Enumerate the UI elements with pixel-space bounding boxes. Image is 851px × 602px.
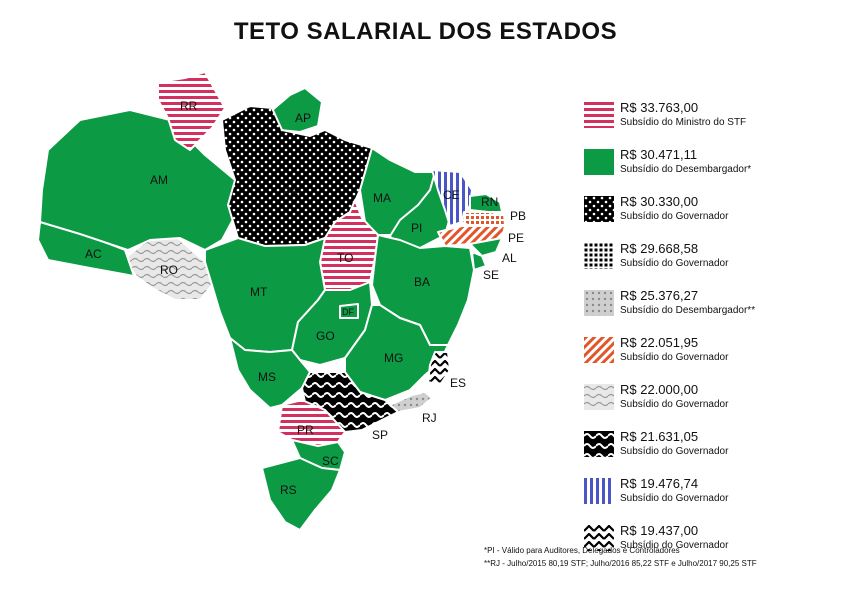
- state-rn: [469, 193, 503, 213]
- legend-desc: Subsídio do Governador: [620, 352, 729, 363]
- legend-item: R$ 33.763,00 Subsídio do Ministro do STF: [584, 100, 844, 147]
- state-label-al: AL: [502, 251, 517, 265]
- legend-desc: Subsídio do Governador: [620, 211, 729, 222]
- state-label-se: SE: [483, 268, 499, 282]
- state-label-mg: MG: [384, 351, 403, 365]
- legend-desc: Subsídio do Governador: [620, 540, 729, 551]
- state-label-rj: RJ: [422, 411, 437, 425]
- legend-item: R$ 29.668,58 Subsídio do Governador: [584, 241, 844, 288]
- footnote: **RJ - Julho/2015 80,19 STF; Julho/2016 …: [484, 559, 757, 568]
- legend-swatch: [584, 478, 614, 504]
- legend-swatch: [584, 431, 614, 457]
- legend-swatch: [584, 337, 614, 363]
- legend-value: R$ 22.000,00: [620, 382, 699, 397]
- state-rs: [261, 457, 341, 531]
- legend-value: R$ 25.376,27: [620, 288, 699, 303]
- state-label-ma: MA: [373, 191, 391, 205]
- legend-value: R$ 30.330,00: [620, 194, 699, 209]
- map-title: TETO SALARIAL DOS ESTADOS: [233, 18, 618, 45]
- footnotes: *PI - Válido para Auditores, Delegados e…: [484, 544, 757, 570]
- state-label-to: TO: [337, 251, 353, 265]
- legend-swatch: [584, 290, 614, 316]
- legend-swatch: [584, 149, 614, 175]
- legend-item: R$ 22.000,00 Subsídio do Governador: [584, 382, 844, 429]
- legend-desc: Subsídio do Desembargador*: [620, 164, 752, 175]
- state-label-ba: BA: [414, 275, 430, 289]
- legend-swatch: [584, 384, 614, 410]
- state-label-pi: PI: [411, 221, 422, 235]
- brazil-map: RR AP AM PA MA CE RN PB PE AL SE PI AC R…: [37, 71, 526, 531]
- legend-desc: Subsídio do Governador: [620, 446, 729, 457]
- state-label-am: AM: [150, 173, 168, 187]
- state-label-es: ES: [450, 376, 466, 390]
- legend-item: R$ 19.437,00 Subsídio do Governador: [584, 523, 844, 570]
- state-label-pr: PR: [297, 423, 314, 437]
- state-label-pe: PE: [508, 231, 524, 245]
- legend-item: R$ 30.330,00 Subsídio do Governador: [584, 194, 844, 241]
- state-df: [339, 303, 359, 319]
- state-ba: [371, 234, 475, 346]
- state-label-pa: PA: [283, 185, 298, 199]
- state-label-ac: AC: [85, 247, 102, 261]
- legend-desc: Subsídio do Desembargador**: [620, 305, 756, 316]
- state-label-sc: SC: [322, 454, 339, 468]
- legend-swatch: [584, 243, 614, 269]
- legend-desc: Subsídio do Ministro do STF: [620, 117, 747, 128]
- legend-value: R$ 30.471,11: [620, 147, 698, 162]
- legend-desc: Subsídio do Governador: [620, 493, 729, 504]
- state-label-sp: SP: [372, 428, 388, 442]
- legend-item: R$ 22.051,95 Subsídio do Governador: [584, 335, 844, 382]
- legend-swatch: [584, 102, 614, 128]
- legend-item: R$ 25.376,27 Subsídio do Desembargador**: [584, 288, 844, 335]
- legend-item: R$ 30.471,11 Subsídio do Desembargador*: [584, 147, 844, 194]
- legend-value: R$ 29.668,58: [620, 241, 699, 256]
- state-label-ms: MS: [258, 370, 276, 384]
- legend-desc: Subsídio do Governador: [620, 258, 729, 269]
- legend-item: R$ 21.631,05 Subsídio do Governador: [584, 429, 844, 476]
- legend-value: R$ 33.763,00: [620, 100, 699, 115]
- legend-value: R$ 22.051,95: [620, 335, 699, 350]
- state-label-ro: RO: [160, 263, 178, 277]
- state-label-rn: RN: [481, 195, 498, 209]
- legend-swatch: [584, 525, 614, 551]
- state-label-go: GO: [316, 329, 335, 343]
- legend-value: R$ 19.476,74: [620, 476, 699, 491]
- footnote: *PI - Válido para Auditores, Delegados e…: [484, 546, 680, 555]
- state-label-rs: RS: [280, 483, 297, 497]
- legend-value: R$ 21.631,05: [620, 429, 699, 444]
- legend-value: R$ 19.437,00: [620, 523, 699, 538]
- legend-swatch: [584, 196, 614, 222]
- state-es: [427, 351, 451, 386]
- legend-desc: Subsídio do Governador: [620, 399, 729, 410]
- state-label-ap: AP: [295, 111, 311, 125]
- state-label-pb: PB: [510, 209, 526, 223]
- state-al: [469, 237, 503, 257]
- state-label-df: DF: [342, 307, 354, 317]
- state-rr: [157, 71, 226, 151]
- legend-item: R$ 19.476,74 Subsídio do Governador: [584, 476, 844, 523]
- state-pb: [461, 211, 506, 227]
- state-label-ce: CE: [443, 188, 460, 202]
- state-label-rr: RR: [180, 99, 198, 113]
- state-label-mt: MT: [250, 285, 268, 299]
- legend: R$ 33.763,00 Subsídio do Ministro do STF: [584, 100, 844, 570]
